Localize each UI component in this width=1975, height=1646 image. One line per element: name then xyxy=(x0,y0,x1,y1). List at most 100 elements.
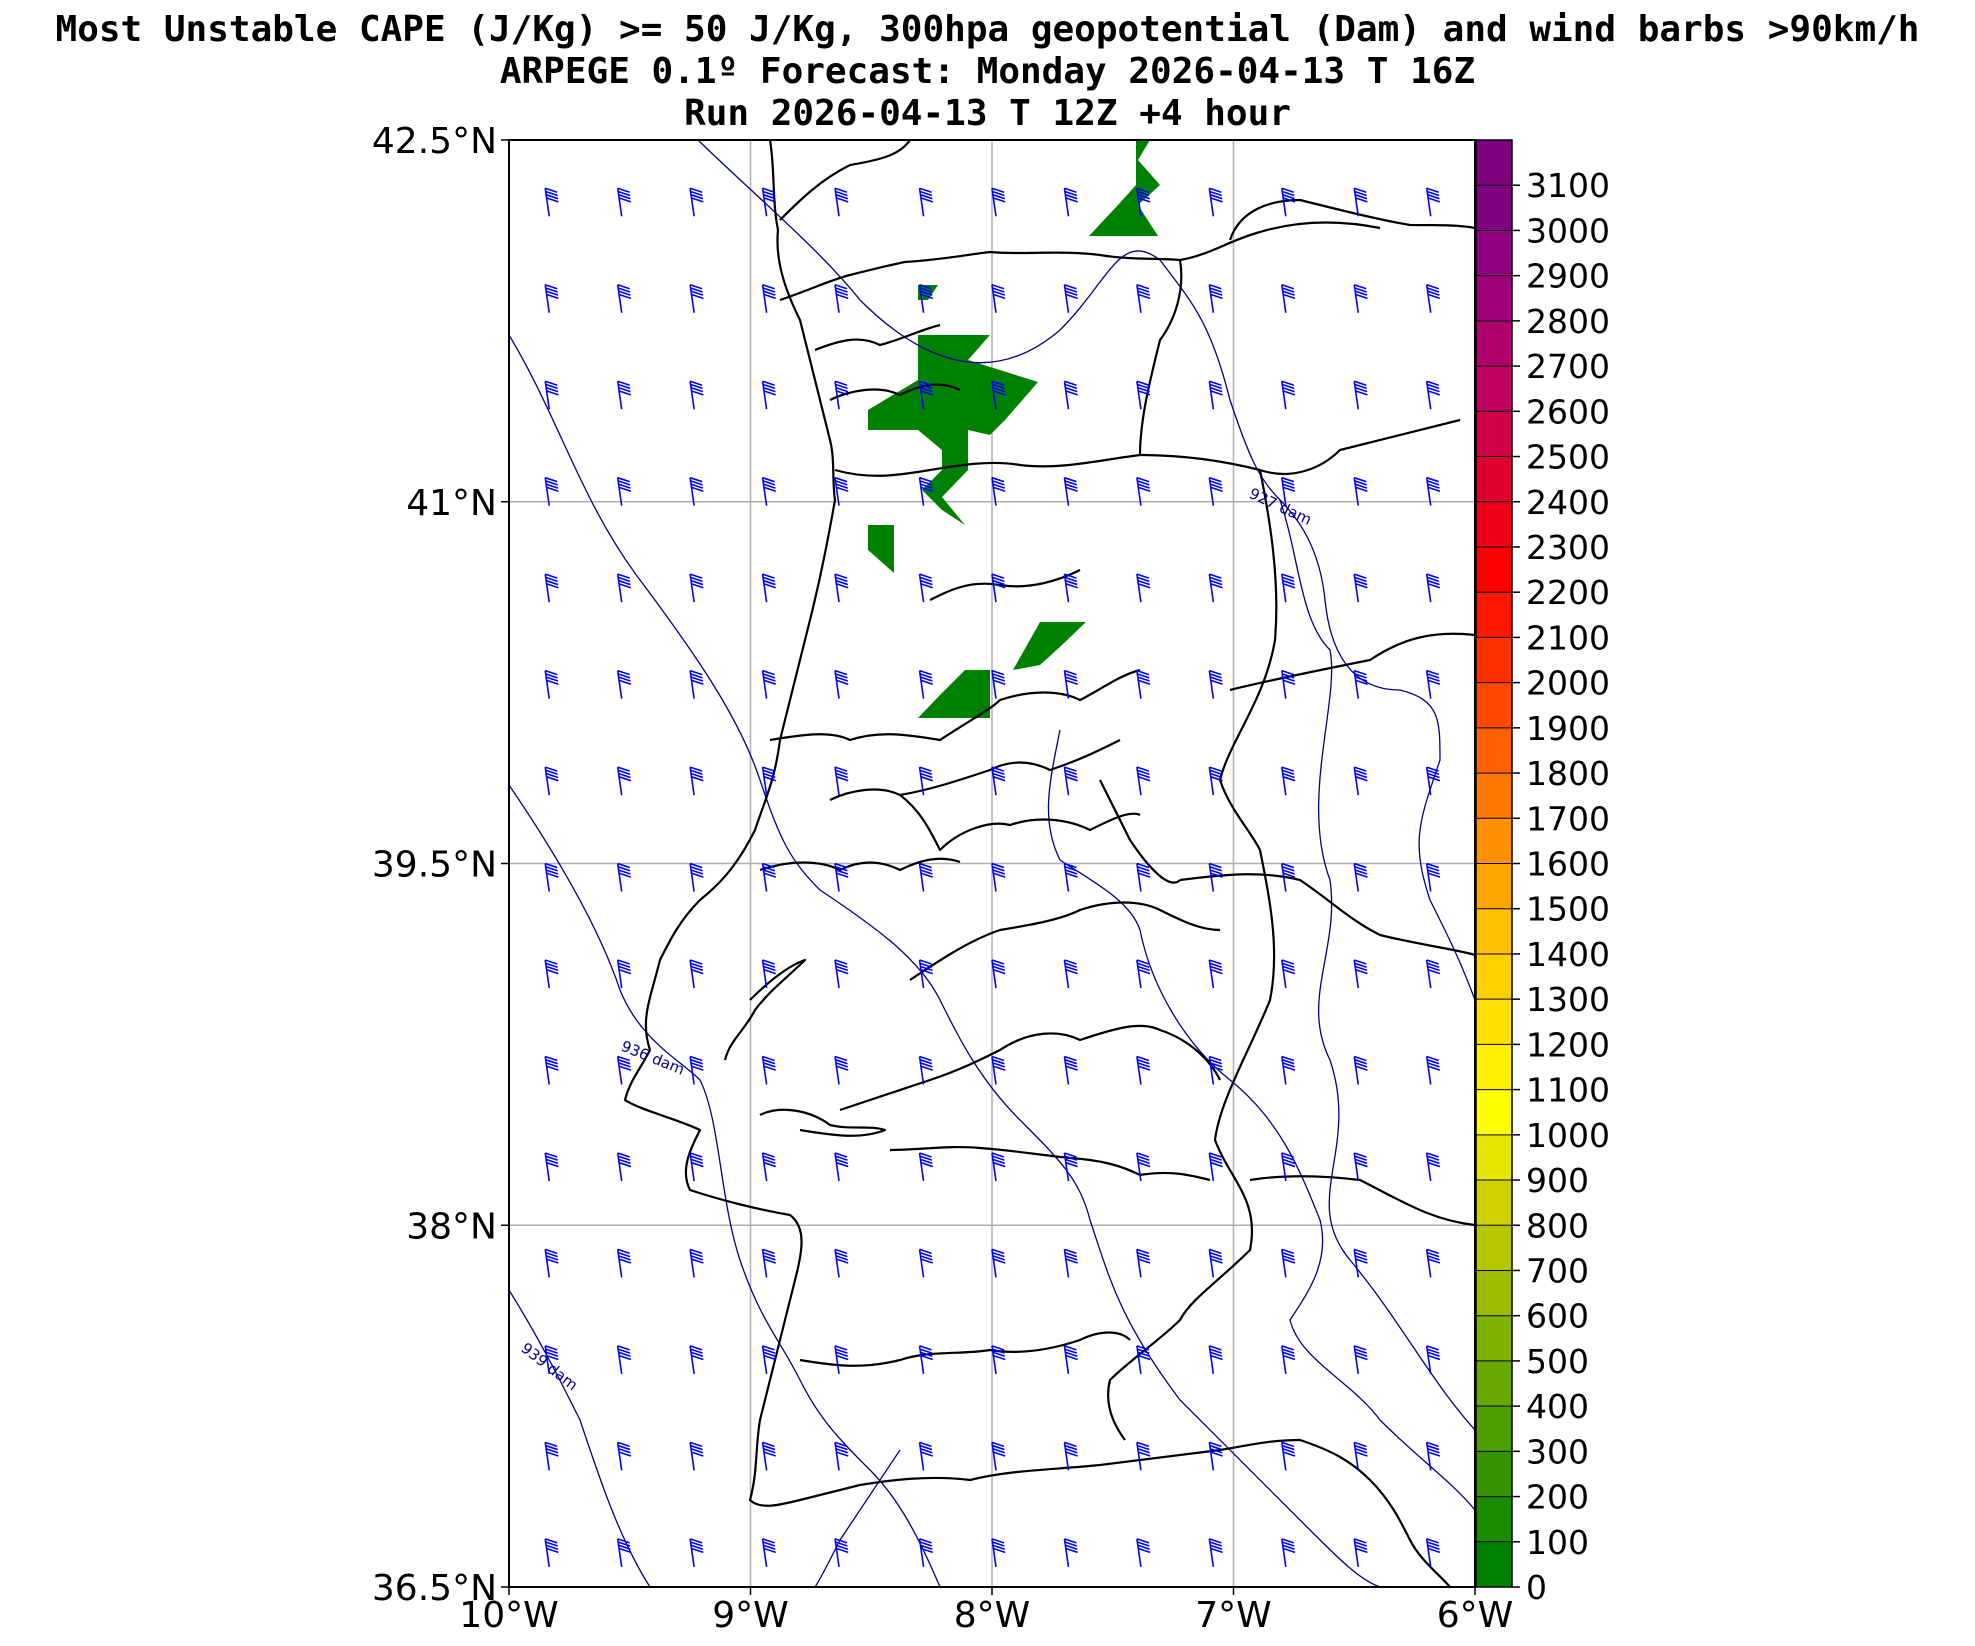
colorbar-label: 1400 xyxy=(1526,935,1610,974)
lat-tick-label: 41°N xyxy=(406,483,497,524)
wind-barb xyxy=(1281,380,1296,410)
colorbar-swatch xyxy=(1476,637,1512,684)
wind-barb xyxy=(1353,187,1368,217)
wind-barb xyxy=(1063,1345,1078,1375)
colorbar-swatch xyxy=(1476,1180,1512,1226)
colorbar-swatch xyxy=(1476,1496,1512,1543)
contour-933 xyxy=(814,1449,901,1587)
colorbar-label: 300 xyxy=(1526,1432,1589,1471)
wind-barb xyxy=(1063,1441,1078,1471)
wind-barb xyxy=(1208,766,1223,796)
wind-barb xyxy=(1281,1152,1296,1182)
wind-barb xyxy=(1063,959,1078,989)
wind-barb xyxy=(991,283,1006,313)
wind-barb xyxy=(761,1441,777,1471)
wind-barb xyxy=(1136,573,1151,603)
wind-barb xyxy=(991,187,1006,217)
tagus-estuary xyxy=(723,958,807,1061)
wind-barb xyxy=(616,1152,632,1182)
wind-barb xyxy=(1208,669,1223,699)
wind-barb xyxy=(1281,1248,1296,1278)
wind-barb xyxy=(918,669,934,699)
colorbar-label: 600 xyxy=(1526,1297,1589,1336)
wind-barb xyxy=(544,959,559,989)
colorbar-swatch xyxy=(1476,863,1512,910)
colorbar-swatch xyxy=(1476,275,1512,322)
wind-barb xyxy=(1063,1152,1078,1182)
wind-barb xyxy=(544,573,559,603)
colorbar-swatch xyxy=(1476,140,1512,186)
wind-barb xyxy=(918,1248,934,1278)
wind-barb xyxy=(616,766,632,796)
wind-barb xyxy=(544,1055,559,1085)
wind-barb xyxy=(544,1538,559,1567)
wind-barb xyxy=(1425,380,1441,410)
wind-barb xyxy=(834,1538,849,1567)
wind-barb xyxy=(689,669,704,699)
wind-barb xyxy=(1208,380,1223,410)
wind-barb xyxy=(616,476,632,506)
wind-barb xyxy=(834,283,849,313)
lat-tick-label: 38°N xyxy=(406,1206,497,1247)
wind-barb xyxy=(761,380,777,410)
wind-barb xyxy=(1281,862,1296,892)
wind-barb xyxy=(918,1345,934,1375)
border-alentejo-2 xyxy=(839,1024,1221,1112)
lat-tick-label: 42.5°N xyxy=(372,121,497,162)
wind-barb xyxy=(1136,669,1151,699)
wind-barb xyxy=(991,1538,1006,1567)
wind-barb xyxy=(1353,1441,1368,1471)
wind-barb xyxy=(1353,283,1368,313)
wind-barb xyxy=(918,1152,934,1182)
wind-barb xyxy=(761,1152,777,1182)
wind-barb xyxy=(918,187,934,217)
wind-barb xyxy=(1353,573,1368,603)
wind-barb xyxy=(1208,1538,1223,1567)
wind-barb xyxy=(761,1538,777,1567)
wind-barb xyxy=(1425,1248,1441,1278)
map-title-line3: Run 2026-04-13 T 12Z +4 hour xyxy=(684,93,1291,134)
wind-barb xyxy=(1425,573,1441,603)
contour-929 xyxy=(1279,499,1475,1431)
border-guadiana xyxy=(1107,849,1276,1441)
wind-barb xyxy=(689,573,704,603)
wind-barb xyxy=(544,476,559,506)
colorbar-swatch xyxy=(1476,1089,1512,1136)
wind-barb xyxy=(991,669,1006,699)
wind-barb xyxy=(918,476,934,506)
wind-barb xyxy=(761,283,777,313)
wind-barb xyxy=(991,959,1006,989)
wind-barb xyxy=(1208,187,1223,217)
wind-barb xyxy=(991,1152,1006,1182)
wind-barb xyxy=(1208,1055,1223,1085)
wind-barb xyxy=(1353,766,1368,796)
border-center-2 xyxy=(829,739,1121,801)
wind-barb xyxy=(918,862,934,892)
geopotential-contours xyxy=(509,140,1475,1587)
wind-barb xyxy=(1063,669,1078,699)
wind-barb xyxy=(1353,862,1368,892)
wind-barb xyxy=(1353,1248,1368,1278)
lon-tick-label: 10°W xyxy=(459,1595,558,1636)
wind-barb xyxy=(616,862,632,892)
wind-barb xyxy=(834,1152,849,1182)
colorbar-label: 0 xyxy=(1526,1568,1547,1607)
wind-barb xyxy=(1136,476,1151,506)
wind-barb xyxy=(1281,766,1296,796)
colorbar-label: 700 xyxy=(1526,1251,1589,1290)
wind-barb xyxy=(689,1152,704,1182)
wind-barb xyxy=(1353,959,1368,989)
wind-barb xyxy=(1281,1345,1296,1375)
wind-barb xyxy=(1136,380,1151,410)
colorbar-swatch xyxy=(1476,320,1512,367)
contour-936 xyxy=(509,334,1381,1587)
colorbar-frame xyxy=(1475,139,1513,1588)
wind-barb xyxy=(1136,862,1151,892)
wind-barb xyxy=(689,1248,704,1278)
colorbar-label: 800 xyxy=(1526,1206,1589,1245)
wind-barb xyxy=(1353,1055,1368,1085)
colorbar-label: 500 xyxy=(1526,1342,1589,1381)
wind-barb xyxy=(689,766,704,796)
wind-barb xyxy=(1208,1441,1223,1471)
border-north-3 xyxy=(1138,259,1183,456)
